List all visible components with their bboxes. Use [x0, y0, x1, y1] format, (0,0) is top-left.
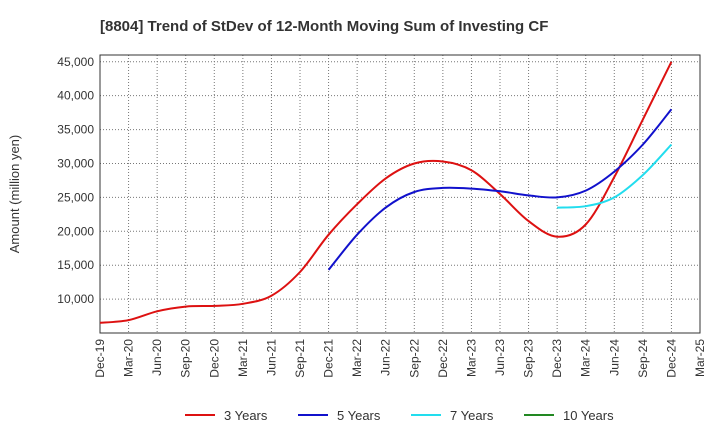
- y-tick-label: 15,000: [57, 258, 94, 272]
- series-line: [99, 61, 673, 324]
- x-tick-label: Sep-21: [293, 339, 307, 378]
- y-tick-label: 45,000: [57, 55, 94, 69]
- x-tick-label: Mar-23: [464, 339, 478, 377]
- y-tick-label: 10,000: [57, 292, 94, 306]
- series-group: [99, 61, 673, 324]
- x-tick-label: Mar-22: [350, 339, 364, 377]
- x-tick-label: Jun-21: [264, 339, 278, 376]
- x-tick-label: Dec-23: [550, 339, 564, 378]
- x-axis-ticks: Dec-19 Mar-20 Jun-20 Sep-20 Dec-20 Mar-21 Jun-…: [93, 339, 707, 378]
- x-tick-label: Dec-21: [322, 339, 336, 378]
- legend-label: 7 Years: [450, 408, 494, 423]
- x-tick-label: Dec-24: [664, 339, 678, 378]
- x-tick-label: Sep-23: [522, 339, 536, 378]
- y-tick-label: 30,000: [57, 156, 94, 170]
- y-tick-label: 25,000: [57, 190, 94, 204]
- x-tick-label: Sep-20: [179, 339, 193, 378]
- legend-label: 5 Years: [337, 408, 381, 423]
- series-line: [327, 108, 673, 271]
- x-tick-label: Jun-20: [150, 339, 164, 376]
- y-axis-ticks: 10,000 15,000 20,000 25,000 30,000 35,000 40,0…: [57, 55, 94, 306]
- chart-title: [8804] Trend of StDev of 12-Month Moving…: [100, 18, 548, 35]
- x-tick-label: Mar-20: [122, 339, 136, 377]
- x-tick-label: Dec-22: [436, 339, 450, 378]
- x-tick-label: Mar-21: [236, 339, 250, 377]
- series-line: [557, 143, 673, 209]
- y-axis-label: Amount (million yen): [7, 135, 22, 254]
- y-tick-label: 20,000: [57, 224, 94, 238]
- x-tick-label: Jun-24: [607, 339, 621, 376]
- plot-area-border: [99, 54, 701, 334]
- y-tick-label: 35,000: [57, 123, 94, 137]
- x-tick-label: Jun-23: [493, 339, 507, 376]
- y-tick-label: 40,000: [57, 89, 94, 103]
- x-tick-label: Dec-20: [207, 339, 221, 378]
- grid: [100, 55, 700, 333]
- x-tick-label: Sep-22: [407, 339, 421, 378]
- x-tick-label: Jun-22: [379, 339, 393, 376]
- x-tick-label: Dec-19: [93, 339, 107, 378]
- x-tick-label: Sep-24: [636, 339, 650, 378]
- x-tick-label: Mar-25: [693, 339, 707, 377]
- legend-label: 10 Years: [563, 408, 614, 423]
- x-tick-label: Mar-24: [579, 339, 593, 377]
- legend: 3 Years 5 Years 7 Years 10 Years: [185, 408, 614, 423]
- legend-label: 3 Years: [224, 408, 268, 423]
